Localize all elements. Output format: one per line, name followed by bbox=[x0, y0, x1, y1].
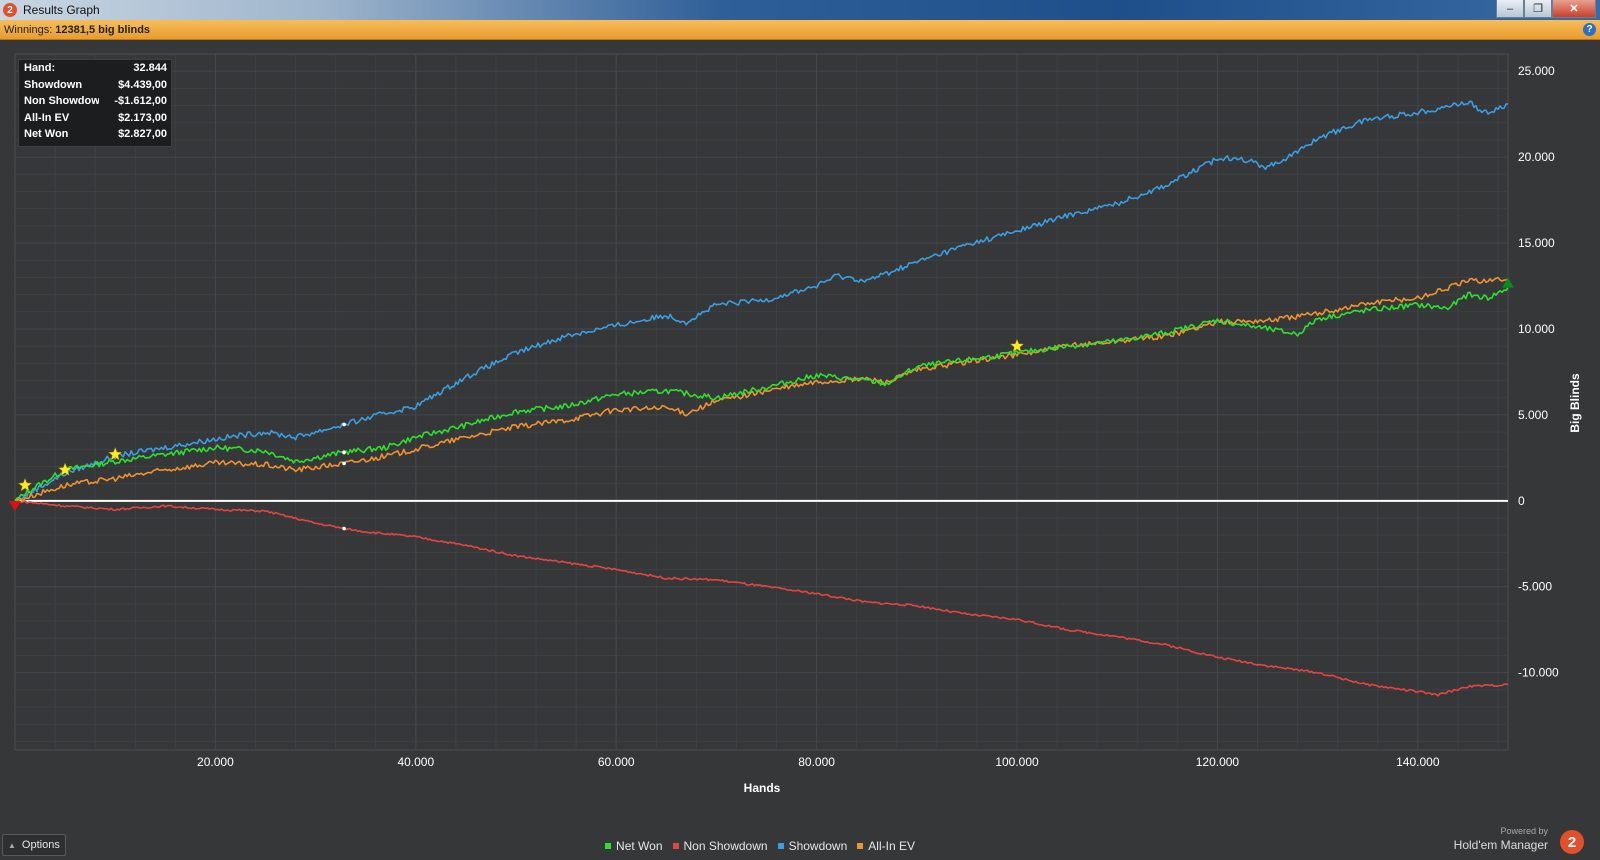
y-axis-label: Big Blinds bbox=[1568, 373, 1582, 433]
x-tick-label: 100.000 bbox=[995, 755, 1039, 769]
branding: Powered by Hold'em Manager 2 bbox=[1420, 826, 1590, 856]
legend-swatch bbox=[672, 843, 679, 849]
legend-swatch bbox=[857, 843, 864, 849]
hover-info-box: Hand: 32.844 Showdown $4.439,00 Non Show… bbox=[18, 59, 172, 147]
info-row-showdown: Showdown $4.439,00 bbox=[19, 77, 171, 94]
maximize-button[interactable]: ❐ bbox=[1524, 0, 1552, 18]
info-key: Non Showdown bbox=[24, 95, 99, 108]
winnings-label: Winnings: bbox=[4, 23, 53, 36]
series-line-all-in-ev bbox=[14, 276, 1509, 502]
window-title: Results Graph bbox=[23, 3, 100, 17]
cursor-point bbox=[342, 461, 346, 466]
product-name: Hold'em Manager bbox=[1453, 838, 1548, 852]
options-button[interactable]: ▲ Options bbox=[2, 834, 66, 856]
info-key: Net Won bbox=[24, 128, 69, 141]
cursor-point bbox=[342, 450, 346, 455]
star-marker-icon bbox=[1009, 338, 1025, 353]
info-row-net-won: Net Won $2.827,00 bbox=[19, 126, 171, 143]
info-row-hand: Hand: 32.844 bbox=[19, 60, 171, 77]
options-label: Options bbox=[21, 839, 60, 851]
chevron-up-icon: ▲ bbox=[8, 840, 16, 850]
info-row-non-showdown: Non Showdown -$1.612,00 bbox=[19, 93, 171, 110]
title-bar: 2 Results Graph – ❐ ✕ bbox=[0, 0, 1600, 20]
y-tick-label: -10.000 bbox=[1518, 666, 1559, 680]
series-line-showdown bbox=[14, 100, 1509, 502]
help-icon[interactable]: ? bbox=[1583, 23, 1596, 36]
cursor-point bbox=[342, 526, 346, 531]
winnings-value: 12381,5 big blinds bbox=[55, 23, 151, 36]
y-tick-label: 20.000 bbox=[1518, 150, 1555, 164]
info-value: $2.173,00 bbox=[118, 111, 167, 124]
series-line-non-showdown bbox=[15, 500, 1509, 697]
info-key: All-In EV bbox=[24, 111, 70, 124]
legend-item-showdown[interactable]: Showdown bbox=[777, 839, 848, 853]
legend-label: Net Won bbox=[616, 839, 663, 853]
app-logo-icon: 2 bbox=[3, 3, 17, 17]
legend-item-all-in-ev[interactable]: All-In EV bbox=[857, 839, 915, 853]
legend-label: All-In EV bbox=[868, 839, 915, 853]
y-tick-label: 5.000 bbox=[1518, 408, 1548, 422]
powered-by-text: Powered by bbox=[1500, 826, 1548, 836]
x-tick-label: 20.000 bbox=[197, 755, 234, 769]
info-value: 32.844 bbox=[133, 62, 167, 74]
y-tick-label: -5.000 bbox=[1518, 580, 1552, 594]
legend-label: Showdown bbox=[788, 839, 848, 853]
x-tick-label: 140.000 bbox=[1396, 755, 1440, 769]
star-marker-icon bbox=[57, 462, 73, 477]
red-triangle-down-icon bbox=[9, 500, 21, 511]
series-line-net-won bbox=[14, 287, 1509, 502]
minimize-button[interactable]: – bbox=[1496, 0, 1524, 18]
y-tick-label: 10.000 bbox=[1518, 322, 1555, 336]
holdem-manager-logo-icon: 2 bbox=[1560, 830, 1584, 854]
green-triangle-up-icon bbox=[1502, 277, 1514, 288]
window-controls: – ❐ ✕ bbox=[1496, 0, 1596, 18]
info-key: Showdown bbox=[24, 78, 83, 91]
info-value: $4.439,00 bbox=[118, 78, 167, 91]
chart-legend: Net Won Non Showdown Showdown All-In EV bbox=[0, 837, 1520, 855]
plot-area bbox=[14, 53, 1509, 751]
legend-swatch bbox=[605, 843, 612, 849]
x-tick-label: 60.000 bbox=[598, 755, 635, 769]
x-tick-label: 80.000 bbox=[798, 755, 835, 769]
close-button[interactable]: ✕ bbox=[1552, 0, 1596, 18]
legend-swatch bbox=[777, 843, 784, 849]
y-tick-label: 25.000 bbox=[1518, 64, 1555, 78]
winnings-bar: Winnings: 12381,5 big blinds ? bbox=[0, 20, 1600, 40]
y-tick-label: 15.000 bbox=[1518, 236, 1555, 250]
legend-item-non-showdown[interactable]: Non Showdown bbox=[672, 839, 768, 853]
cursor-point bbox=[342, 422, 346, 427]
results-chart[interactable]: 20.000 40.000 60.000 80.000 100.000 120.000 14… bbox=[0, 40, 1600, 835]
info-value: $2.827,00 bbox=[118, 128, 167, 141]
info-value: -$1.612,00 bbox=[114, 95, 167, 108]
x-axis-label: Hands bbox=[744, 781, 781, 795]
info-key: Hand: bbox=[24, 62, 56, 74]
legend-item-net-won[interactable]: Net Won bbox=[605, 839, 663, 853]
y-tick-label: 0 bbox=[1518, 494, 1525, 508]
info-row-all-in-ev: All-In EV $2.173,00 bbox=[19, 110, 171, 127]
x-tick-label: 120.000 bbox=[1196, 755, 1240, 769]
star-marker-icon bbox=[17, 477, 33, 492]
x-tick-label: 40.000 bbox=[397, 755, 434, 769]
legend-label: Non Showdown bbox=[683, 839, 768, 853]
star-marker-icon bbox=[107, 446, 123, 461]
